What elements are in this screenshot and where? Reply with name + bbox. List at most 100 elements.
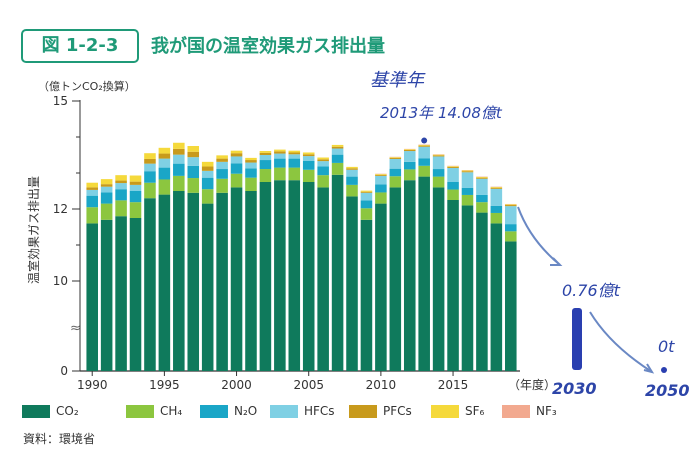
bar-segment [476,178,488,195]
bar-segment [288,154,301,159]
bar-segment [447,189,459,200]
bar-segment [173,154,185,164]
arrow-to-2050 [589,311,653,373]
bar-segment [505,204,517,206]
figure-title: 我が国の温室効果ガス排出量 [151,36,385,57]
y-unit-label: （億トンCO₂換算） [38,79,136,93]
bar-segment [331,174,344,371]
bar-segment [375,203,387,371]
bar-segment [389,176,402,188]
bar-segment [403,169,416,181]
bar-segment [230,187,243,371]
bar-segment [331,154,344,163]
bar-segment [375,175,387,185]
target-2030-amount: 0.76億t [562,281,621,300]
bar-segment [403,149,416,152]
bar-segment [317,161,329,167]
legend-label: CO₂ [56,404,79,418]
bar-segment [432,169,445,177]
bar-segment [418,165,430,177]
bar-segment [346,176,358,185]
x-tick-label: 2005 [293,378,324,392]
bar-segment [173,148,185,155]
base-year-label: 基準年 [370,70,426,91]
bar-segment [317,157,329,160]
bar-segment [216,192,228,371]
legend-label: NF₃ [536,404,557,418]
x-axis-title: （年度） [508,377,556,392]
bar-segment [173,142,185,149]
bar-segment [447,167,459,182]
legend-swatch [502,404,530,418]
bar-segment [432,155,445,157]
arrow-to-2030 [517,206,561,266]
bar-segment [115,189,127,201]
x-tick-label: 2000 [221,378,252,392]
bar-segment [259,155,272,161]
bar-segment [490,188,503,206]
bar-segment [216,178,228,193]
bar-segment [158,167,171,180]
bar-segment [173,163,185,176]
bar-segment [144,171,156,183]
bar-segment [245,162,257,169]
bar-segment [346,168,358,170]
x-tick-label: 2010 [366,378,397,392]
bar-segment [403,180,416,371]
chart-legend: CO₂ CH₄ N₂O HFCs PFCs SF₆ NF₃ [22,401,582,421]
x-tick-label: 1995 [149,378,180,392]
target-2030-year: 2030 [552,379,597,398]
bar-segment [360,190,373,192]
bar-segment [418,144,430,146]
bar-segment [360,192,373,201]
bar-segment [115,216,127,371]
bar-segment [360,200,373,209]
bar-segment [216,169,228,179]
bar-segment [230,150,243,154]
bar-segment [201,170,214,178]
bar-segment [461,205,474,371]
legend-item: SF₆ [431,401,484,421]
bar-segment [389,168,402,177]
bar-segment [317,166,329,176]
legend-swatch [431,404,459,418]
bar-segment [418,145,430,147]
bar-segment [360,208,373,220]
bar-segment [317,175,329,188]
legend-swatch [200,404,228,418]
bar-segment [144,153,156,159]
bar-segment [476,194,488,203]
bar-segment [331,148,344,155]
bar-segment [230,163,243,174]
bar-segment [259,169,272,182]
bar-segment [302,169,315,182]
bar-segment [288,158,301,168]
bar-segment [447,200,459,371]
bar-segment [302,154,315,157]
bar-segment [360,191,373,193]
bar-segment [461,194,474,206]
bar-segment [461,170,474,172]
bar-segment [245,191,257,371]
handwritten-annotations: 基準年 2013年 14.08億t 0.76億t 2030 0t 2050 [370,70,690,400]
bar-segment [461,187,474,195]
source-note: 資料：環境省 [23,432,96,446]
bar-segment [100,203,113,220]
bar-segment [490,223,503,371]
bar-segment [230,173,243,188]
bar-segment [302,182,315,371]
bar-segment [288,150,301,153]
bar-segment [274,151,286,154]
bar-segment [505,224,517,232]
legend-item: HFCs [270,401,335,421]
legend-label: CH₄ [160,404,183,418]
bar-segment [245,168,257,178]
bar-segment [86,223,98,371]
bar-segment [403,161,416,170]
arrow-head [643,363,655,374]
bar-segment [461,172,474,188]
legend-item: PFCs [349,401,412,421]
legend-swatch [349,404,377,418]
bar-segment [375,184,387,193]
bar-segment [346,184,358,197]
